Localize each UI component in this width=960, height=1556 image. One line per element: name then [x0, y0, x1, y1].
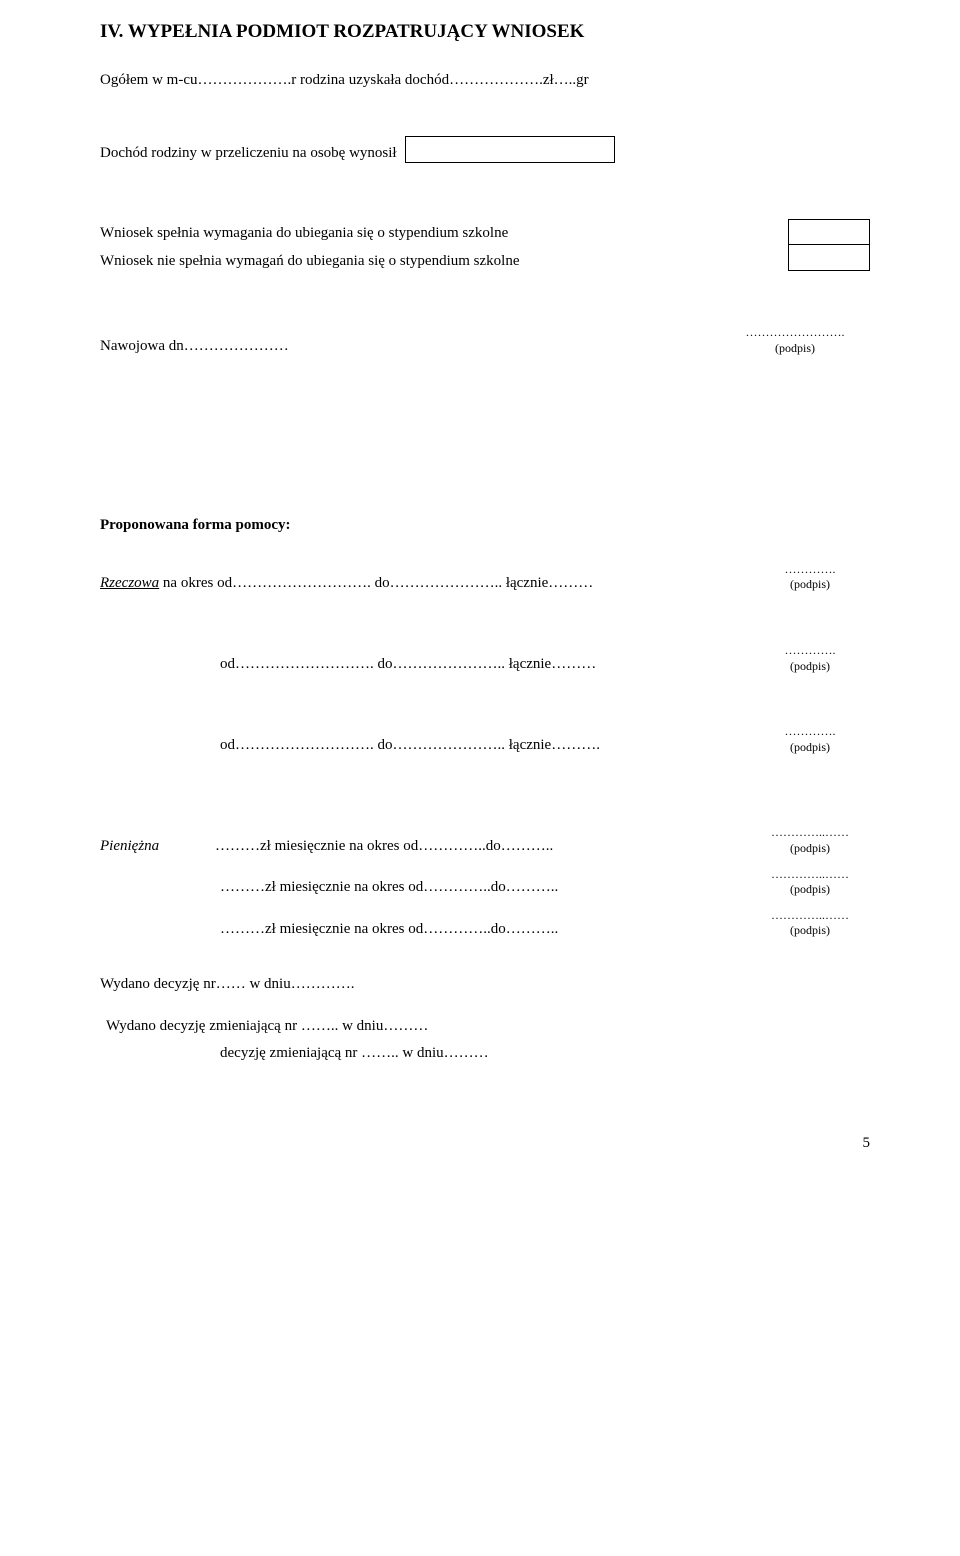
page-number: 5 — [100, 1134, 870, 1154]
podpis-4: …………..…… (podpis) — [750, 825, 870, 856]
pieniezna-line-3: ………zł miesięcznie na okres od…………..do………… — [100, 920, 750, 940]
wydano-line-3: decyzję zmieniającą nr …….. w dniu……… — [100, 1044, 870, 1064]
rzeczowa-row-1: Rzeczowa na okres od………………………. do…………………… — [100, 562, 870, 593]
wydano-line-1: Wydano decyzję nr…… w dniu…………. — [100, 975, 870, 995]
section-heading: IV. WYPEŁNIA PODMIOT ROZPATRUJĄCY WNIOSE… — [100, 20, 870, 45]
podpis-5: …………..…… (podpis) — [750, 867, 870, 898]
rzeczowa-label: Rzeczowa — [100, 575, 159, 591]
pieniezna-line-2: ………zł miesięcznie na okres od…………..do………… — [100, 878, 750, 898]
rzeczowa-row-3: od………………………. do………………….. łącznie………. ………… — [100, 724, 870, 755]
podpis-3: …………. (podpis) — [750, 724, 870, 755]
pieniezna-row-2: ………zł miesięcznie na okres od…………..do………… — [100, 867, 870, 898]
rzeczowa-okres-3: od………………………. do………………….. łącznie………. — [100, 736, 750, 756]
podpis-2: …………. (podpis) — [750, 643, 870, 674]
pieniezna-label: Pieniężna — [100, 837, 215, 857]
podpis-block: ……………………. (podpis) — [720, 325, 870, 356]
dochod-box — [405, 136, 615, 163]
nie-spelnia-line: Wniosek nie spełnia wymagań do ubiegania… — [100, 247, 788, 275]
rzeczowa-okres-2: od………………………. do………………….. łącznie……… — [100, 655, 750, 675]
pieniezna-line-1: ………zł miesięcznie na okres od…………..do………… — [215, 838, 553, 854]
spelnia-box — [788, 219, 870, 245]
nawojowa-row: Nawojowa dn………………… ……………………. (podpis) — [100, 325, 870, 356]
dochod-label: Dochód rodziny w przeliczeniu na osobę w… — [100, 144, 397, 164]
spelnia-line: Wniosek spełnia wymagania do ubiegania s… — [100, 219, 788, 247]
wymagania-block: Wniosek spełnia wymagania do ubiegania s… — [100, 219, 870, 275]
nawojowa-line: Nawojowa dn………………… — [100, 337, 289, 357]
wydano-line-2: Wydano decyzję zmieniającą nr …….. w dni… — [100, 1017, 870, 1037]
pieniezna-row-1: Pieniężna………zł miesięcznie na okres od……… — [100, 825, 870, 856]
dochod-row: Dochód rodziny w przeliczeniu na osobę w… — [100, 136, 870, 163]
rzeczowa-okres-1: na okres od………………………. do………………….. łączni… — [159, 575, 593, 591]
check-boxes — [788, 219, 870, 271]
nie-spelnia-box — [788, 245, 870, 271]
podpis-label: (podpis) — [720, 341, 870, 357]
podpis-1: …………. (podpis) — [750, 562, 870, 593]
proponowana-heading: Proponowana forma pomocy: — [100, 516, 870, 536]
rzeczowa-row-2: od………………………. do………………….. łącznie……… …………… — [100, 643, 870, 674]
pieniezna-row-3: ………zł miesięcznie na okres od…………..do………… — [100, 908, 870, 939]
ogolm-line: Ogółem w m-cu……………….r rodzina uzyskała d… — [100, 71, 870, 91]
podpis-6: …………..…… (podpis) — [750, 908, 870, 939]
